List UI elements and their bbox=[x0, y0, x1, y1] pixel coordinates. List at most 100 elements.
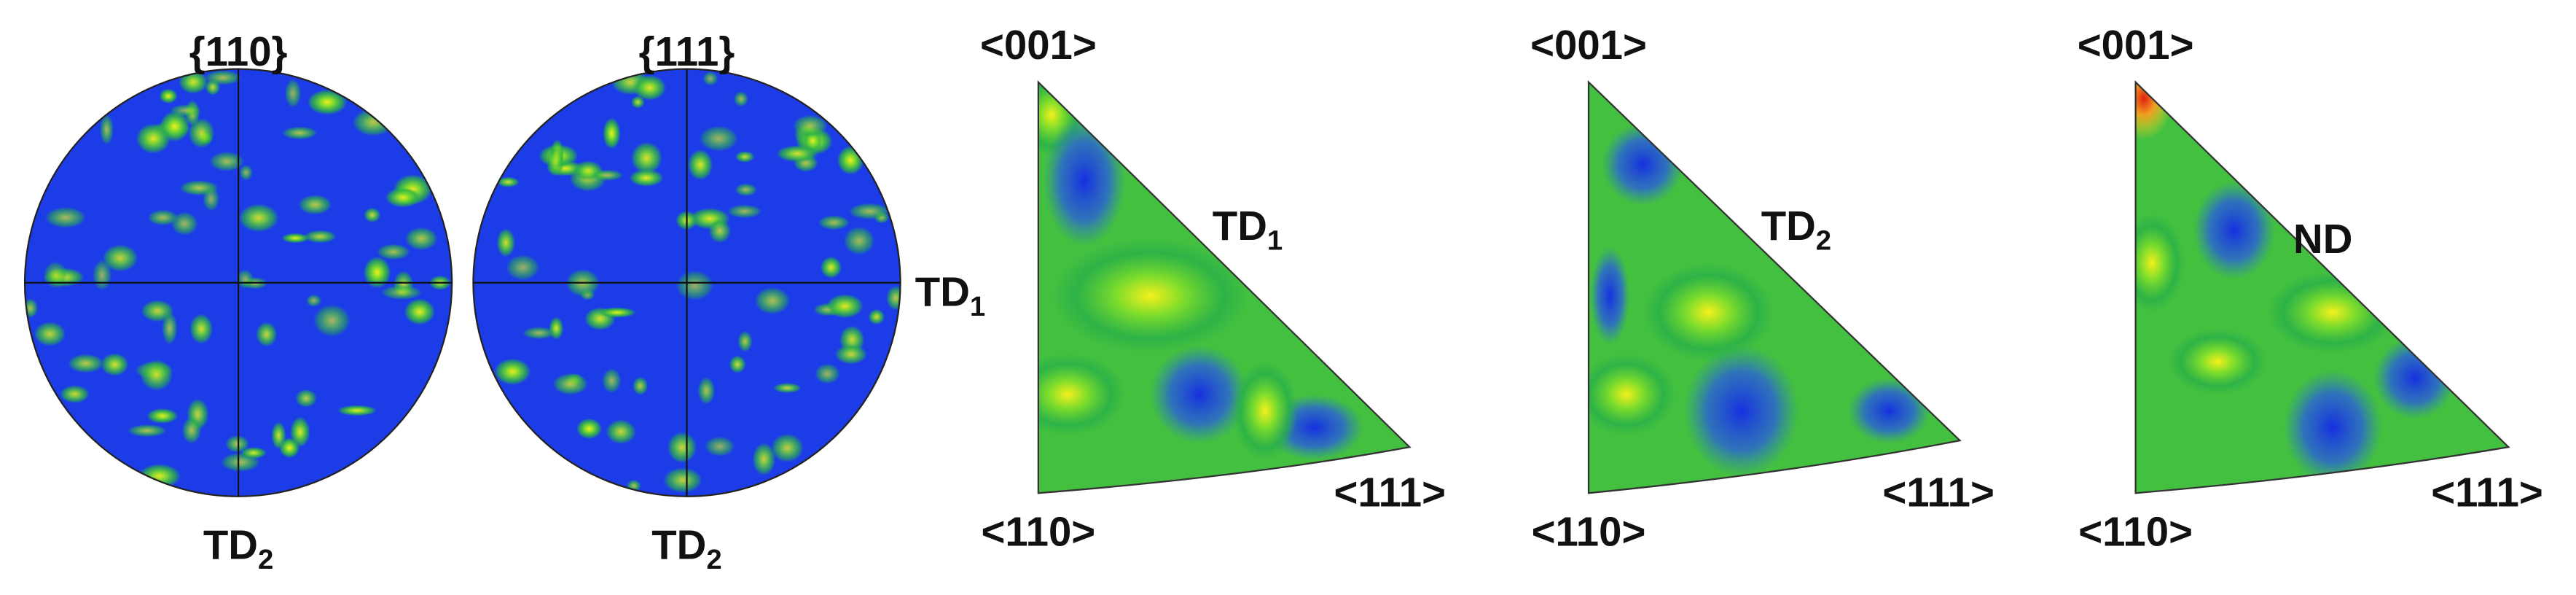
ipf-corner-label: <110> bbox=[982, 508, 1096, 554]
texture-blob bbox=[284, 79, 302, 108]
inverse-pole-figure bbox=[1038, 82, 1410, 494]
texture-blob bbox=[727, 204, 762, 219]
texture-blob bbox=[364, 207, 381, 222]
texture-blob bbox=[1683, 345, 1799, 477]
texture-blob bbox=[305, 294, 322, 307]
texture-blob bbox=[868, 308, 885, 325]
texture-blob bbox=[240, 447, 267, 459]
texture-blob bbox=[205, 70, 241, 85]
texture-blob bbox=[546, 146, 565, 177]
texture-blob bbox=[702, 71, 719, 86]
texture-blob bbox=[735, 151, 755, 163]
texture-blob bbox=[380, 285, 423, 300]
texture-blob bbox=[236, 269, 254, 289]
texture-blob bbox=[298, 195, 332, 215]
texture-blob bbox=[2193, 180, 2276, 280]
texture-blob bbox=[606, 419, 636, 444]
texture-blob bbox=[2135, 82, 2174, 140]
texture-blob bbox=[189, 314, 214, 344]
texture-blob bbox=[591, 169, 624, 181]
texture-blob bbox=[188, 118, 215, 149]
texture-blob bbox=[834, 344, 868, 365]
texture-blob bbox=[99, 114, 114, 145]
texture-blob bbox=[522, 327, 556, 340]
texture-blob bbox=[552, 373, 589, 395]
texture-blob bbox=[238, 203, 279, 233]
texture-blob bbox=[2373, 337, 2456, 419]
texture-blob bbox=[307, 89, 348, 115]
texture-blob bbox=[136, 123, 171, 154]
side-direction: TD1 bbox=[915, 268, 985, 322]
ipf-direction: ND bbox=[2293, 216, 2352, 262]
texture-blob bbox=[754, 287, 791, 315]
texture-blob bbox=[68, 354, 104, 373]
texture-blob bbox=[1150, 345, 1249, 444]
texture-blob bbox=[631, 96, 645, 109]
texture-blob bbox=[2135, 214, 2185, 313]
texture-blob bbox=[239, 164, 253, 181]
texture-blob bbox=[141, 300, 174, 322]
texture-blob bbox=[837, 145, 864, 175]
texture-blob bbox=[1232, 361, 1299, 461]
texture-blob bbox=[667, 432, 697, 464]
texture-blob bbox=[602, 368, 622, 393]
pole-figure-title: {110} bbox=[189, 28, 288, 74]
texture-blob bbox=[603, 117, 621, 149]
texture-blob bbox=[576, 418, 603, 439]
texture-blob bbox=[128, 424, 167, 438]
texture-blob bbox=[629, 169, 664, 187]
texture-blob bbox=[497, 176, 520, 187]
texture-blob bbox=[1043, 114, 1126, 247]
texture-blob bbox=[43, 261, 68, 289]
texture-blob bbox=[699, 125, 738, 152]
ipf-corner-label: <001> bbox=[2078, 22, 2194, 68]
ipf-corner-label: <001> bbox=[980, 22, 1097, 68]
texture-blob bbox=[494, 358, 531, 385]
texture-blob bbox=[496, 228, 515, 257]
ipf-outline bbox=[2134, 80, 2510, 494]
texture-blob bbox=[1589, 353, 1676, 436]
texture-blob bbox=[377, 244, 410, 260]
ipf-corner-label: <001> bbox=[1530, 22, 1647, 68]
ipf-corner-label: <111> bbox=[1334, 469, 1446, 515]
texture-blob bbox=[815, 363, 840, 384]
texture-blob bbox=[203, 187, 220, 211]
texture-blob bbox=[140, 359, 173, 391]
ipf-outline bbox=[1587, 80, 1962, 494]
texture-blob bbox=[404, 298, 436, 325]
texture-blob bbox=[147, 209, 179, 226]
texture-blob bbox=[209, 152, 245, 171]
ipf-outline bbox=[1037, 80, 1412, 494]
texture-blob bbox=[1051, 238, 1249, 354]
texture-blob bbox=[281, 233, 310, 244]
texture-blob bbox=[598, 307, 636, 318]
ipf-direction: TD2 bbox=[1761, 203, 1831, 257]
texture-blob bbox=[295, 389, 317, 408]
texture-blob bbox=[705, 436, 735, 456]
texture-blob bbox=[687, 149, 713, 181]
texture-blob bbox=[776, 145, 819, 163]
texture-blob bbox=[170, 104, 201, 117]
texture-blob bbox=[181, 416, 202, 444]
texture-blob bbox=[385, 187, 421, 208]
texture-blob bbox=[304, 230, 337, 244]
texture-blob bbox=[352, 108, 394, 136]
texture-blob bbox=[1590, 246, 1630, 346]
texture-blob bbox=[146, 408, 179, 424]
texture-blob bbox=[697, 377, 716, 405]
texture-blob bbox=[1643, 262, 1774, 362]
texture-blob bbox=[225, 435, 249, 453]
texture-blob bbox=[771, 433, 804, 462]
texture-blob bbox=[60, 385, 90, 403]
texture-blob bbox=[506, 254, 540, 281]
pole-figure-direction: TD2 bbox=[203, 521, 273, 575]
pole-figure-title: {111} bbox=[639, 28, 735, 74]
texture-blob bbox=[843, 226, 875, 255]
texture-blob bbox=[826, 294, 864, 319]
texture-blob bbox=[708, 219, 731, 244]
texture-blob bbox=[256, 322, 278, 347]
texture-blob bbox=[633, 74, 667, 101]
ipf-corner-label: <110> bbox=[2078, 508, 2193, 554]
texture-blob bbox=[159, 88, 178, 104]
